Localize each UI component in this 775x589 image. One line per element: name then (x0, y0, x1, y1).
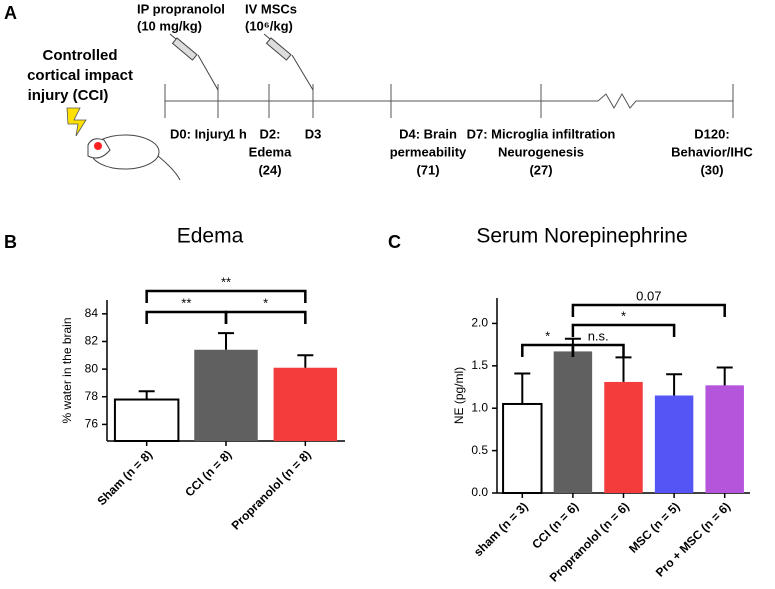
x-tick-label: sham (n = 3) (471, 499, 531, 559)
model-label: cortical impact (27, 67, 133, 84)
timeline: Controlled cortical impact injury (CCI) … (27, 1, 753, 181)
timepoint-label: D2: (260, 126, 281, 141)
timepoint-label: D7: Microglia infiltration (467, 126, 616, 141)
syringe (263, 33, 314, 91)
y-tick-label: 76 (85, 417, 99, 431)
significance-bracket (571, 303, 726, 317)
significance-label: ** (181, 295, 191, 310)
y-tick-label: 1.0 (471, 400, 488, 414)
bar (273, 367, 338, 441)
bar (194, 349, 258, 441)
significance-label: * (545, 328, 550, 343)
chart-title: Serum Norepinephrine (476, 225, 687, 248)
y-tick-label: 0.5 (471, 443, 488, 457)
timepoint-label: D4: Brain (399, 126, 457, 141)
significance-label: ** (221, 274, 231, 289)
panel-label: C (388, 232, 401, 252)
timepoint-label: (24) (258, 162, 281, 177)
error-bar (138, 390, 155, 400)
bar (604, 381, 643, 493)
timepoint-label: (27) (529, 162, 552, 177)
timepoint-label: D3 (305, 126, 322, 141)
significance-bracket (571, 343, 625, 357)
significance-label: * (263, 295, 268, 310)
chart-title: Edema (177, 225, 244, 248)
error-bar (716, 366, 733, 386)
y-tick-label: 1.5 (471, 358, 488, 372)
y-tick-label: 84 (85, 306, 99, 320)
model-label: injury (CCI) (28, 87, 109, 104)
syringe (169, 33, 219, 91)
bar (705, 385, 744, 493)
timepoint-label: Neurogenesis (498, 144, 584, 159)
y-tick-label: 2.0 (471, 316, 488, 330)
y-tick-label: 78 (85, 389, 99, 403)
timepoint-label: 1 h (228, 126, 247, 141)
error-bar (297, 354, 314, 368)
y-tick-label: 80 (85, 361, 99, 375)
x-tick-label: Sham (n = 8) (94, 447, 155, 508)
treatment-label: IV MSCs (245, 1, 297, 16)
significance-label: n.s. (588, 328, 609, 343)
treatment-label: (10 mg/kg) (137, 18, 202, 33)
model-label: Controlled (43, 47, 118, 64)
panel-label: B (4, 232, 17, 252)
error-bar (218, 332, 234, 350)
treatment-label: (10⁶/kg) (245, 18, 293, 33)
bar (113, 398, 180, 443)
error-bar (666, 373, 683, 396)
timeline-axis (164, 84, 734, 118)
y-axis-label: % water in the brain (60, 317, 74, 423)
timepoint-label: (30) (700, 162, 723, 177)
bar (553, 351, 593, 493)
timepoint-label: D120: (694, 126, 729, 141)
significance-bracket (145, 289, 307, 303)
bar (502, 402, 543, 495)
timepoint-label: permeability (390, 144, 467, 159)
x-tick-label: CCI (n = 6) (529, 499, 581, 551)
y-tick-label: 0.0 (471, 485, 488, 499)
y-axis-label: NE (pg/ml) (452, 367, 466, 424)
significance-bracket (571, 323, 676, 337)
mouse-icon (66, 107, 181, 181)
significance-label: 0.07 (636, 288, 661, 303)
significance-label: * (621, 308, 626, 323)
significance-bracket (145, 310, 228, 324)
bar (654, 395, 694, 493)
timepoint-label: (71) (416, 162, 439, 177)
timepoint-label: Behavior/IHC (671, 144, 753, 159)
panel-label: A (4, 3, 17, 23)
timepoint-label: D0: Injury (170, 126, 231, 141)
treatment-label: IP propranolol (137, 1, 225, 16)
y-tick-label: 82 (85, 334, 99, 348)
error-bar (514, 372, 531, 404)
timepoint-label: Edema (249, 144, 292, 159)
error-bar (615, 356, 632, 382)
x-tick-label: Propranolol (n = 8) (229, 447, 314, 532)
significance-bracket (224, 310, 307, 324)
x-tick-label: CCI (n = 8) (182, 447, 234, 499)
